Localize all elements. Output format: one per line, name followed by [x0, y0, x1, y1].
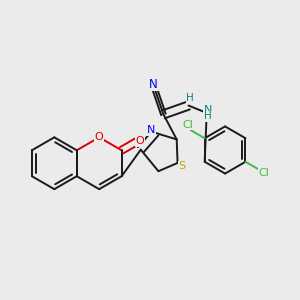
Text: N: N — [147, 125, 155, 135]
Text: Cl: Cl — [259, 168, 270, 178]
Text: Cl: Cl — [183, 120, 194, 130]
Text: O: O — [136, 136, 144, 146]
Text: O: O — [95, 132, 103, 142]
Text: N: N — [149, 78, 158, 91]
Text: N: N — [204, 105, 212, 115]
Text: H: H — [186, 93, 194, 103]
Text: S: S — [179, 161, 186, 172]
Text: H: H — [204, 111, 212, 122]
